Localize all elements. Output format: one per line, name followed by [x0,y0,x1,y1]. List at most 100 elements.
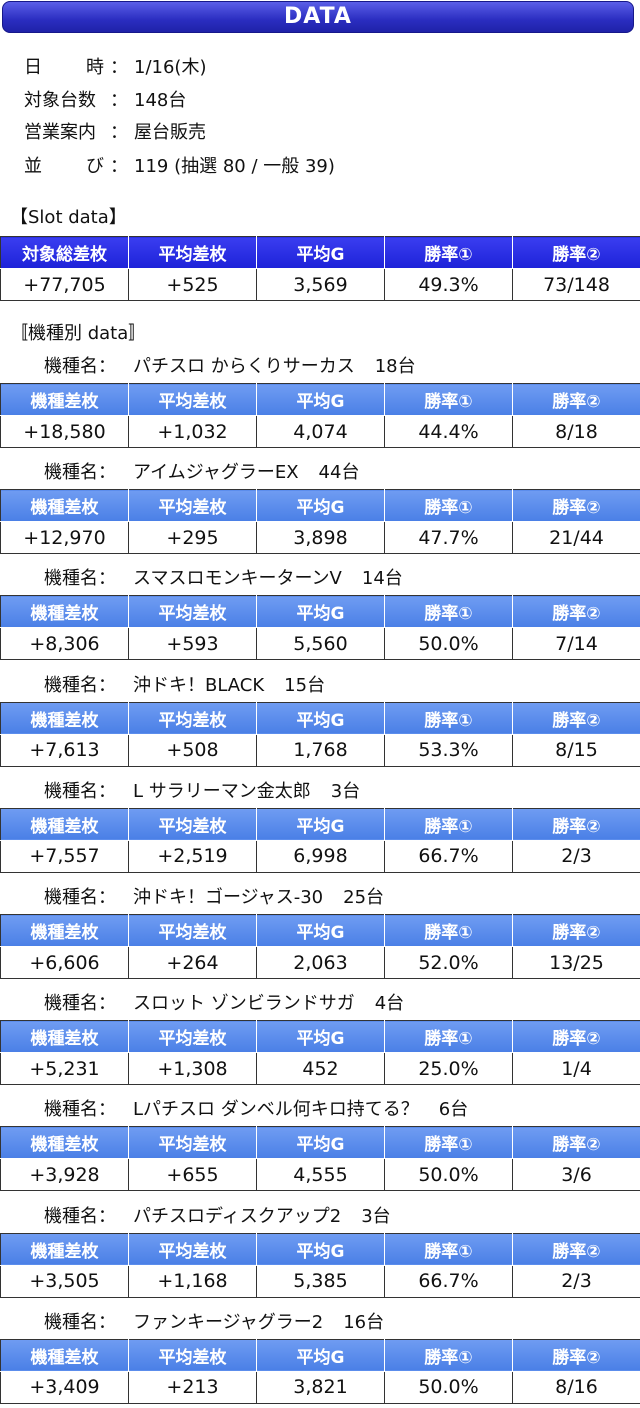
model-title-line: 機種名： ファンキージャグラー2 16台 [0,1310,640,1336]
table-header-row: 機種差枚 平均差枚 平均G 勝率① 勝率② [0,1232,640,1266]
table-header-row: 機種差枚 平均差枚 平均G 勝率① 勝率② [0,914,640,947]
cell-win-rate-1: 44.4% [384,415,513,448]
table-header-row: 機種差枚 平均差枚 平均G 勝率① 勝率② [0,1020,640,1054]
model-count: 6台 [438,1099,469,1121]
header-win-rate-2: 勝率② [512,1126,640,1160]
model-name: スロット ゾンビランドサガ [133,993,355,1015]
table-row: +18,580 +1,032 4,074 44.4% 8/18 [0,415,640,448]
header-win-rate-2: 勝率② [512,1232,640,1266]
header-avg-diff: 平均差枚 [128,1126,257,1160]
info-colon: ： [110,122,128,143]
cell-model-diff: +3,409 [0,1370,129,1404]
page-banner: DATA [2,1,634,33]
header-win-rate-2: 勝率② [512,489,640,523]
cell-avg-diff: +525 [128,268,257,301]
model-colon: ： [98,674,116,696]
header-avg-games: 平均G [256,489,385,523]
info-colon: ： [110,90,128,111]
header-avg-games: 平均G [256,236,385,269]
table-row: +8,306 +593 5,560 50.0% 7/14 [0,627,640,661]
header-avg-games: 平均G [256,595,385,629]
cell-win-rate-2: 3/6 [512,1158,640,1192]
model-name-group: スロット ゾンビランドサガ 4台 [133,991,404,1017]
model-title-line: 機種名： Lパチスロ ダンベル何キロ持てる？ 6台 [0,1097,640,1123]
header-win-rate-2: 勝率② [512,1338,640,1372]
table-header-row: 機種差枚 平均差枚 平均G 勝率① 勝率② [0,807,640,841]
model-name-group: パチスロディスクアップ2 3台 [133,1204,391,1230]
header-avg-diff: 平均差枚 [128,595,257,629]
cell-avg-games: 3,898 [256,521,385,555]
header-win-rate-1: 勝率① [384,807,513,841]
model-label-text: 機種名 [44,1099,98,1121]
model-label: 機種名： [44,566,116,592]
header-win-rate-2: 勝率② [512,236,640,269]
header-model-diff: 機種差枚 [0,489,129,523]
cell-avg-games: 5,385 [256,1264,385,1298]
header-model-diff: 機種差枚 [0,383,129,416]
header-win-rate-1: 勝率① [384,383,513,416]
header-win-rate-1: 勝率① [384,914,513,947]
model-colon: ： [98,1205,116,1227]
model-count: 14台 [361,568,403,590]
table-header-row: 機種差枚 平均差枚 平均G 勝率① 勝率② [0,701,640,735]
table-header-row: 機種差枚 平均差枚 平均G 勝率① 勝率② [0,489,640,523]
cell-win-rate-1: 49.3% [384,268,513,301]
cell-avg-diff: +264 [128,946,257,979]
cell-avg-diff: +1,168 [128,1264,257,1298]
model-label-text: 機種名 [44,1205,98,1227]
cell-model-diff: +12,970 [0,521,129,555]
header-avg-diff: 平均差枚 [128,383,257,416]
header-win-rate-1: 勝率① [384,701,513,735]
header-model-diff: 機種差枚 [0,914,129,947]
model-count: 3台 [361,1205,391,1227]
table-row: +5,231 +1,308 452 25.0% 1/4 [0,1052,640,1086]
model-colon: ： [98,462,116,484]
model-colon: ： [98,1311,116,1333]
cell-avg-games: 3,569 [256,268,385,301]
model-label-text: 機種名 [44,674,98,696]
cell-model-diff: +3,505 [0,1264,129,1298]
model-table: 機種差枚 平均差枚 平均G 勝率① 勝率② +7,557 +2,519 6,998 66.7% 2… [0,807,640,873]
header-win-rate-1: 勝率① [384,1338,513,1372]
header-win-rate-2: 勝率② [512,914,640,947]
header-model-diff: 機種差枚 [0,1232,129,1266]
cell-avg-games: 6,998 [256,839,385,873]
model-table: 機種差枚 平均差枚 平均G 勝率① 勝率② +18,580 +1,032 4,074 44.4%… [0,383,640,448]
model-name: パチスロ からくりサーカス [133,356,355,377]
cell-avg-diff: +2,519 [128,839,257,873]
header-avg-games: 平均G [256,1126,385,1160]
model-name: スマスロモンキーターンV [133,568,342,590]
model-table: 機種差枚 平均差枚 平均G 勝率① 勝率② +8,306 +593 5,560 50.0% 7/1… [0,595,640,661]
table-row: +7,557 +2,519 6,998 66.7% 2/3 [0,839,640,873]
model-label-text: 機種名 [44,356,98,377]
table-row: +77,705 +525 3,569 49.3% 73/148 [0,268,640,301]
cell-win-rate-1: 66.7% [384,1264,513,1298]
info-label: 並び [24,156,104,177]
model-name-group: スマスロモンキーターンV 14台 [133,566,403,592]
header-avg-diff: 平均差枚 [128,489,257,523]
model-name-group: 沖ドキ！ゴージャス-30 25台 [133,885,384,911]
cell-win-rate-1: 66.7% [384,839,513,873]
model-table: 機種差枚 平均差枚 平均G 勝率① 勝率② +3,505 +1,168 5,385 66.7% 2… [0,1232,640,1298]
model-table: 機種差枚 平均差枚 平均G 勝率① 勝率② +3,409 +213 3,821 50.0% 8/1… [0,1338,640,1404]
table-row: +3,505 +1,168 5,385 66.7% 2/3 [0,1264,640,1298]
cell-model-diff: +7,557 [0,839,129,873]
cell-avg-diff: +508 [128,733,257,767]
model-count: 16台 [343,1311,385,1333]
model-title-line: 機種名： パチスロ からくりサーカス 18台 [0,354,640,380]
model-colon: ： [98,1099,116,1121]
cell-win-rate-2: 13/25 [512,946,640,979]
header-win-rate-1: 勝率① [384,1126,513,1160]
cell-win-rate-2: 8/16 [512,1370,640,1404]
model-title-line: 機種名： スマスロモンキーターンV 14台 [0,566,640,592]
model-title-line: 機種名： アイムジャグラーEX 44台 [0,460,640,486]
header-win-rate-1: 勝率① [384,595,513,629]
model-table: 機種差枚 平均差枚 平均G 勝率① 勝率② +3,928 +655 4,555 50.0% 3/6 [0,1126,640,1192]
model-count: 18台 [374,356,416,377]
cell-win-rate-1: 53.3% [384,733,513,767]
cell-model-diff: +3,928 [0,1158,129,1192]
header-win-rate-2: 勝率② [512,383,640,416]
header-avg-diff: 平均差枚 [128,1232,257,1266]
cell-model-diff: +6,606 [0,946,129,979]
model-colon: ： [98,356,116,377]
